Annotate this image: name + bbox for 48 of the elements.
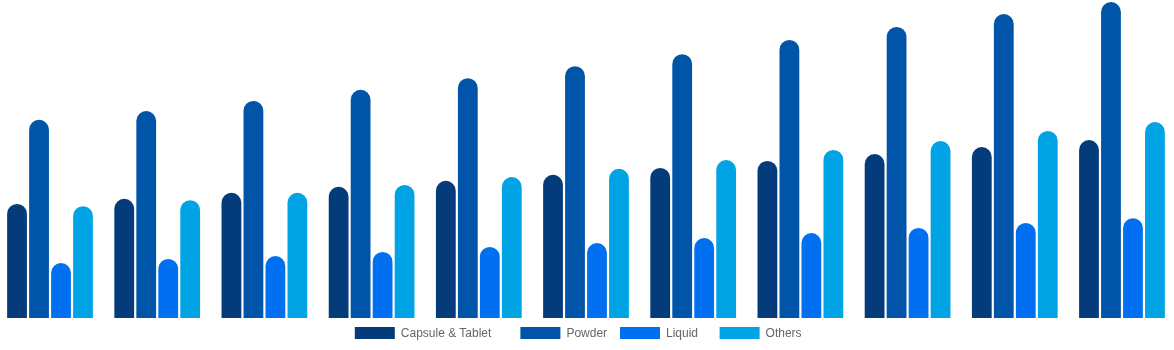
bar bbox=[29, 119, 49, 318]
bar bbox=[114, 198, 135, 318]
bar bbox=[501, 177, 522, 318]
bar bbox=[372, 251, 393, 318]
bar bbox=[864, 154, 885, 318]
bar bbox=[1037, 130, 1058, 318]
bar bbox=[779, 39, 800, 318]
bar bbox=[180, 200, 201, 318]
bar bbox=[823, 149, 844, 318]
bar bbox=[158, 258, 179, 318]
bar bbox=[7, 203, 27, 318]
bar bbox=[136, 111, 157, 318]
bar bbox=[543, 174, 563, 318]
bar bbox=[1101, 2, 1121, 318]
bar bbox=[908, 227, 929, 318]
bar bbox=[1015, 222, 1036, 318]
bar bbox=[328, 186, 349, 318]
bar bbox=[757, 160, 778, 318]
bar bbox=[1145, 122, 1165, 318]
bar bbox=[287, 192, 308, 318]
bar bbox=[265, 256, 286, 318]
bar bbox=[243, 100, 264, 318]
bar bbox=[716, 160, 737, 318]
bar bbox=[73, 206, 93, 318]
bar bbox=[672, 54, 693, 318]
bar bbox=[930, 141, 951, 318]
bar bbox=[221, 192, 242, 318]
bar bbox=[993, 14, 1014, 318]
bar bbox=[609, 168, 629, 318]
bar bbox=[650, 167, 671, 318]
bar bbox=[694, 238, 715, 318]
bar bbox=[886, 26, 907, 318]
bar bbox=[971, 147, 992, 318]
bar bbox=[435, 180, 456, 318]
legend-label: Powder bbox=[566, 326, 608, 340]
legend-label: Capsule & Tablet bbox=[400, 326, 492, 340]
bar bbox=[1079, 140, 1099, 318]
bar bbox=[479, 246, 500, 318]
bar bbox=[394, 184, 415, 318]
legend-label: Liquid bbox=[666, 326, 699, 340]
bar bbox=[801, 233, 822, 318]
bar bbox=[587, 243, 607, 318]
bar bbox=[565, 66, 585, 318]
bar bbox=[457, 78, 478, 318]
bar bbox=[350, 89, 371, 318]
bar bbox=[51, 263, 71, 318]
bar bbox=[1123, 218, 1143, 318]
legend-label: Others bbox=[765, 326, 802, 340]
